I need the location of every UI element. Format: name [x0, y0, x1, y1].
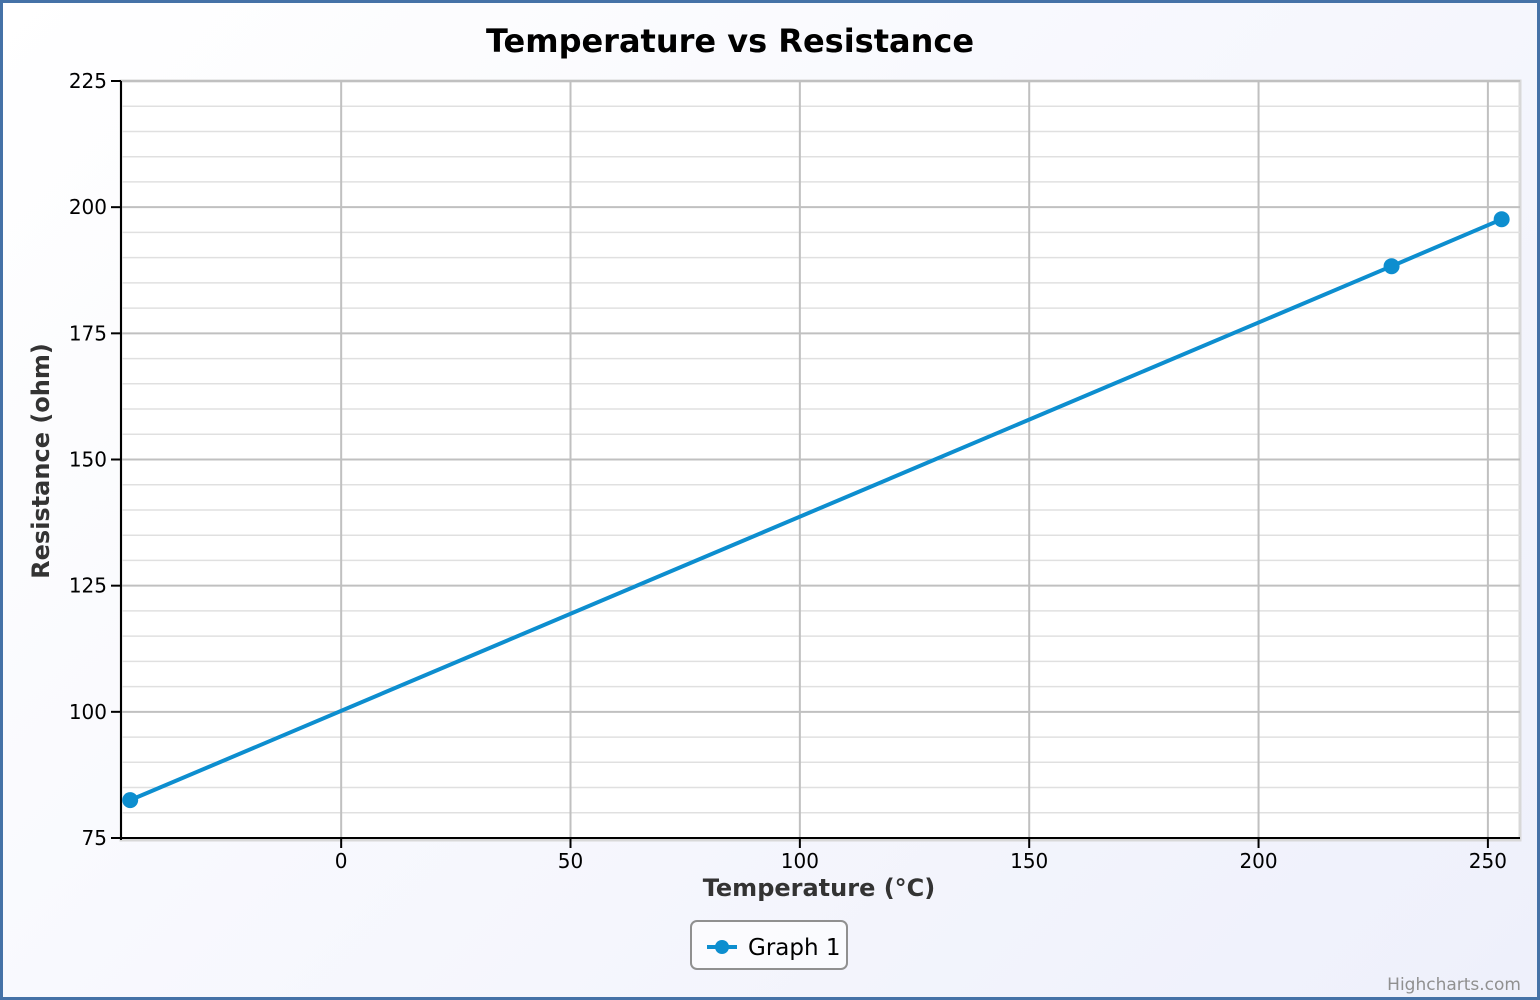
y-tick-label: 175	[69, 321, 107, 345]
minor-gridlines	[121, 105, 1520, 814]
chart-svg: Temperature vs Resistance 75 100 125 150 175…	[27, 22, 1522, 995]
x-tick-label: 0	[335, 849, 348, 873]
series-graph-1	[122, 211, 1510, 809]
chart-title: Temperature vs Resistance	[486, 22, 974, 60]
y-axis-ticks: 75 100 125 150 175 200 225	[69, 69, 121, 850]
legend-item-graph-1[interactable]: Graph 1	[748, 935, 841, 961]
x-tick-label: 200	[1239, 849, 1277, 873]
major-gridlines	[121, 80, 1520, 838]
y-tick-label: 200	[69, 195, 107, 219]
x-tick-label: 150	[1010, 849, 1048, 873]
x-axis-ticks: 0 50 100 150 200 250	[335, 838, 1507, 873]
legend[interactable]: Graph 1	[690, 920, 848, 970]
x-tick-label: 250	[1469, 849, 1507, 873]
x-axis-title: Temperature (°C)	[703, 874, 936, 902]
y-tick-label: 100	[69, 700, 107, 724]
data-point-marker[interactable]	[122, 792, 139, 809]
y-tick-label: 225	[69, 69, 107, 93]
legend-box	[690, 920, 848, 970]
y-tick-label: 150	[69, 448, 107, 472]
x-tick-label: 100	[781, 849, 819, 873]
legend-marker-icon	[715, 940, 729, 954]
credits-link[interactable]: Highcharts.com	[1387, 975, 1521, 995]
data-point-marker[interactable]	[1383, 258, 1400, 275]
y-axis-title: Resistance (ohm)	[27, 343, 55, 579]
data-point-marker[interactable]	[1493, 211, 1510, 228]
y-tick-label: 75	[82, 826, 107, 850]
x-tick-label: 50	[558, 849, 583, 873]
y-tick-label: 125	[69, 574, 107, 598]
